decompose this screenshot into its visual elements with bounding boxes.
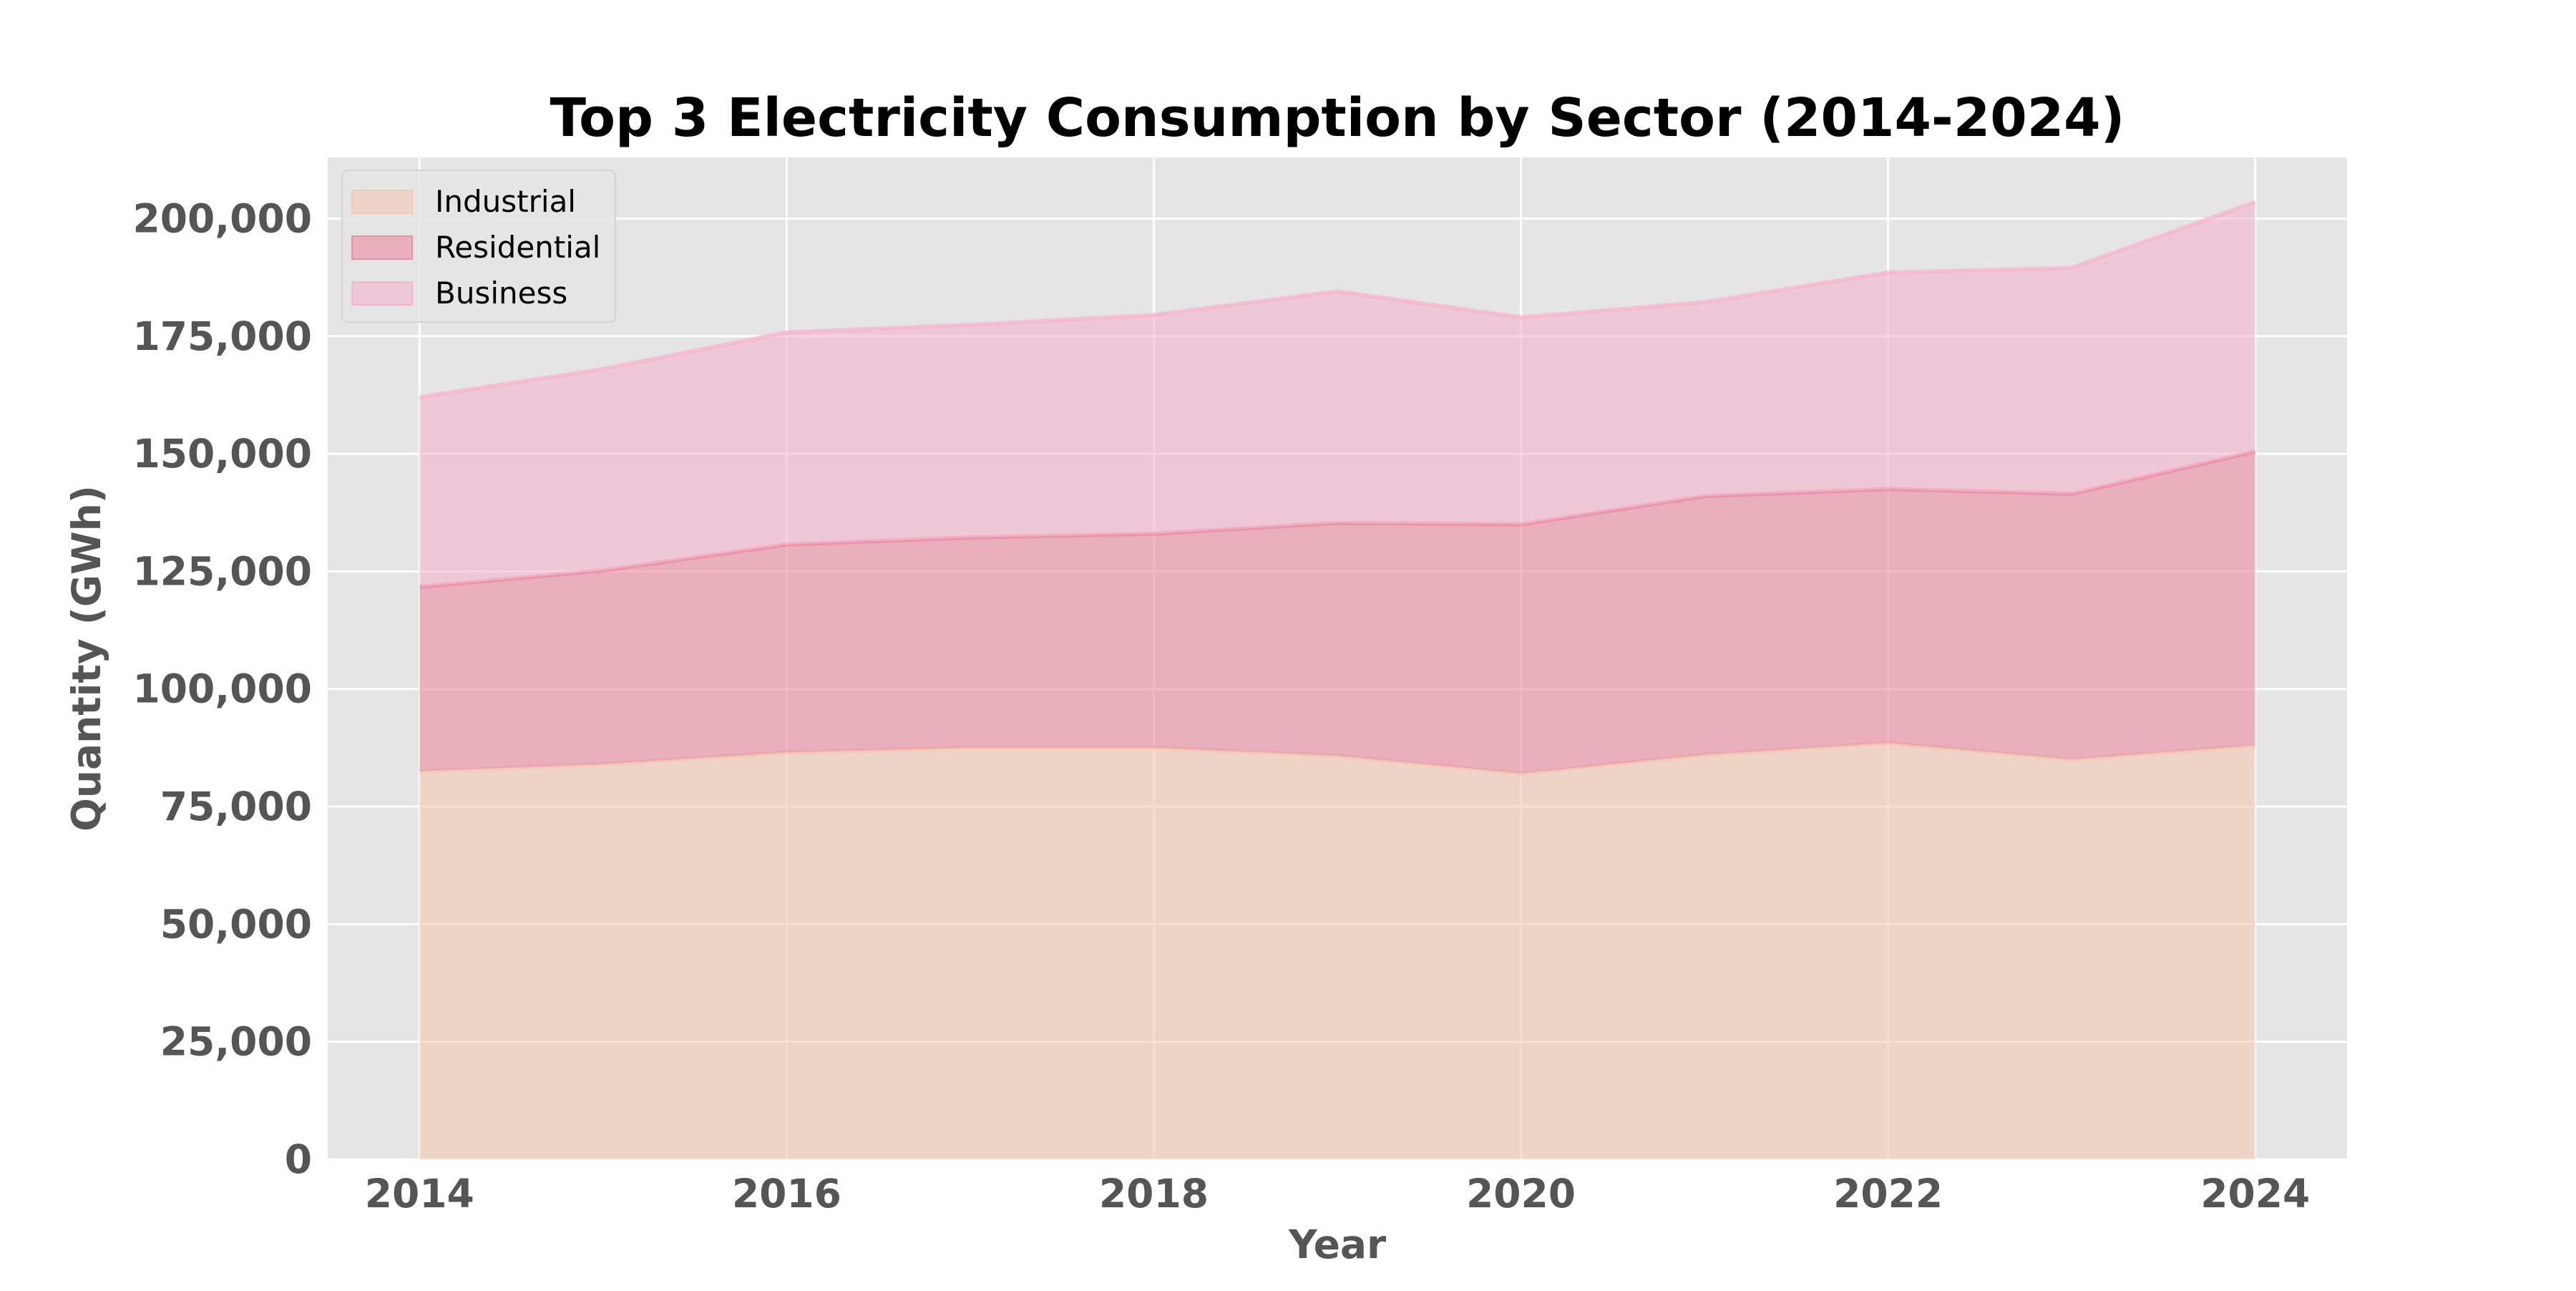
x-tick-label: 2018 (1099, 1171, 1209, 1217)
x-tick-label: 2016 (732, 1171, 841, 1217)
area-industrial (419, 743, 2255, 1159)
y-tick-label: 75,000 (160, 784, 312, 829)
legend-label-business: Business (435, 276, 567, 311)
y-tick-label: 100,000 (132, 666, 312, 712)
legend: Industrial Residential Business (341, 170, 616, 323)
legend-swatch-industrial (351, 190, 413, 214)
area-residential (419, 451, 2255, 774)
legend-swatch-residential (351, 235, 413, 260)
chart-title: Top 3 Electricity Consumption by Sector … (550, 87, 2125, 149)
y-tick-label: 150,000 (132, 431, 312, 477)
y-tick-label: 50,000 (160, 901, 312, 947)
y-tick-label: 200,000 (132, 195, 312, 241)
y-tick-label: 125,000 (132, 548, 312, 594)
area-edge-business (419, 200, 2256, 400)
x-tick-label: 2024 (2200, 1171, 2310, 1217)
y-axis-label: Quantity (GWh) (64, 485, 109, 832)
legend-label-industrial: Industrial (435, 184, 576, 219)
x-axis-label: Year (1288, 1222, 1386, 1267)
x-tick-label: 2020 (1466, 1171, 1576, 1217)
area-business (419, 202, 2255, 588)
y-tick-label: 25,000 (160, 1019, 312, 1065)
x-tick-label: 2014 (365, 1171, 474, 1217)
legend-label-residential: Residential (435, 230, 600, 265)
x-axis-ticks: 2014 2016 2018 2020 2022 2024 (365, 1171, 2311, 1217)
y-tick-label: 0 (285, 1136, 312, 1182)
series-areas (419, 200, 2256, 1159)
y-axis-ticks: 0 25,000 50,000 75,000 100,000 125,000 150,000… (132, 195, 312, 1182)
legend-swatch-business (351, 281, 413, 306)
y-tick-label: 175,000 (132, 313, 312, 359)
x-tick-label: 2022 (1833, 1171, 1943, 1217)
